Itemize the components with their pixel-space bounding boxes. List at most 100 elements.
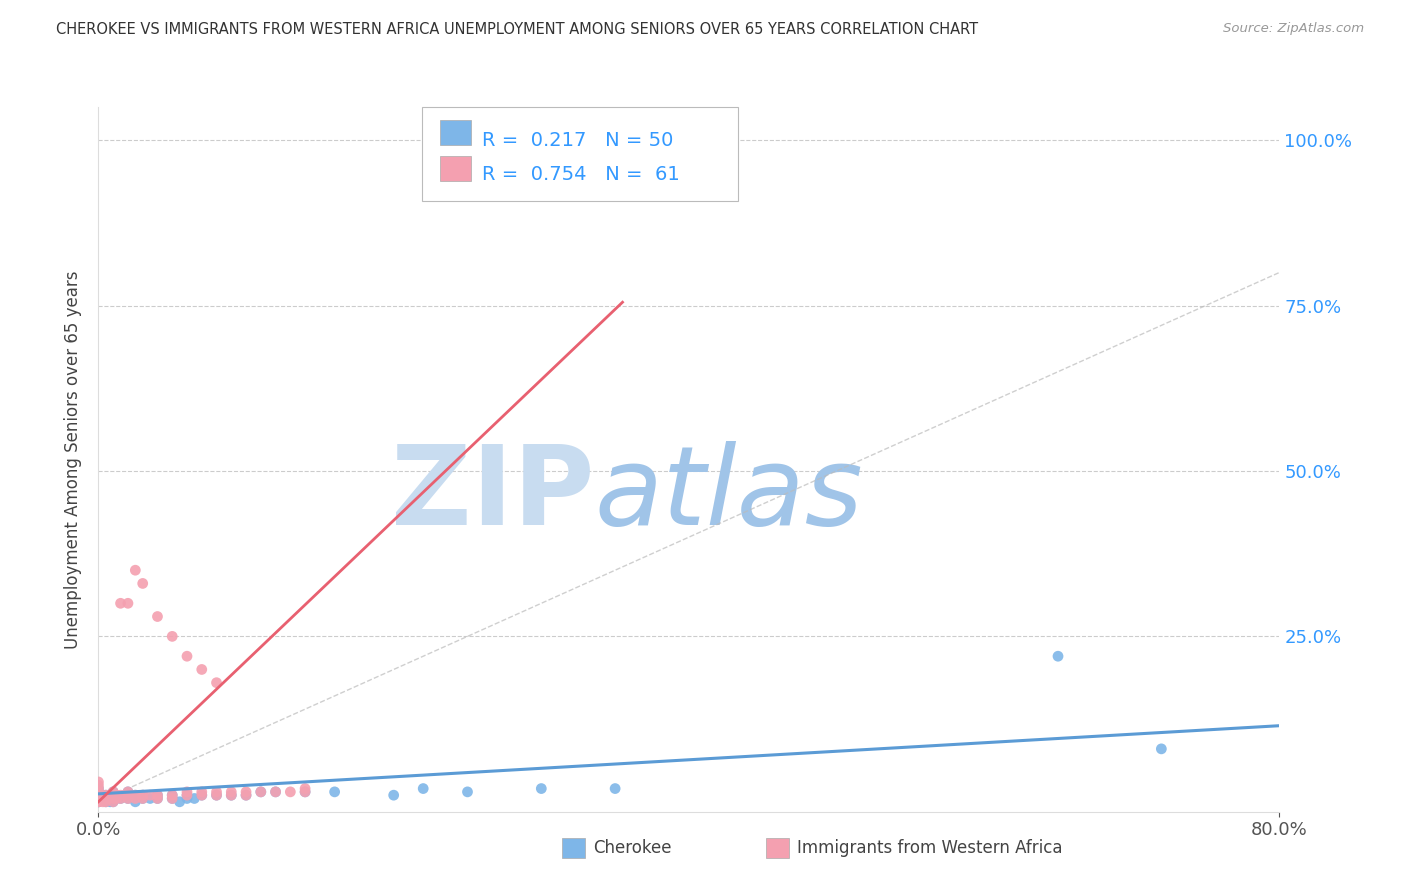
- Point: [105, 791, 128, 805]
- Point: [191, 785, 214, 799]
- Point: [87, 785, 110, 799]
- Text: CHEROKEE VS IMMIGRANTS FROM WESTERN AFRICA UNEMPLOYMENT AMONG SENIORS OVER 65 YE: CHEROKEE VS IMMIGRANTS FROM WESTERN AFRI…: [56, 22, 979, 37]
- Point: [110, 791, 132, 805]
- Point: [103, 791, 125, 805]
- Point: [103, 791, 125, 805]
- Point: [87, 795, 110, 809]
- Point: [323, 785, 346, 799]
- Point: [264, 785, 287, 799]
- Text: Source: ZipAtlas.com: Source: ZipAtlas.com: [1223, 22, 1364, 36]
- Point: [219, 788, 242, 802]
- Point: [169, 795, 191, 809]
- Point: [191, 788, 214, 802]
- Point: [162, 788, 183, 802]
- Text: R =  0.754   N =  61: R = 0.754 N = 61: [482, 165, 681, 184]
- Point: [103, 795, 125, 809]
- Point: [132, 576, 155, 591]
- Point: [219, 788, 242, 802]
- Point: [1046, 649, 1069, 664]
- Point: [235, 785, 257, 799]
- Point: [94, 795, 117, 809]
- Point: [87, 795, 110, 809]
- Point: [250, 785, 273, 799]
- Point: [176, 791, 198, 805]
- Point: [205, 788, 228, 802]
- Point: [117, 788, 139, 802]
- Point: [250, 785, 273, 799]
- Point: [87, 775, 110, 789]
- Point: [110, 791, 132, 805]
- Point: [176, 788, 198, 802]
- Point: [294, 785, 316, 799]
- Point: [94, 788, 117, 802]
- Point: [110, 596, 132, 610]
- Point: [205, 675, 228, 690]
- Point: [162, 629, 183, 643]
- Point: [456, 785, 478, 799]
- Point: [87, 781, 110, 796]
- Point: [87, 795, 110, 809]
- Text: Cherokee: Cherokee: [593, 839, 672, 857]
- Point: [146, 791, 169, 805]
- Point: [124, 791, 146, 805]
- Point: [105, 788, 128, 802]
- Point: [205, 788, 228, 802]
- Point: [97, 788, 120, 802]
- Point: [87, 788, 110, 802]
- Point: [98, 791, 121, 805]
- Point: [264, 785, 287, 799]
- Point: [91, 791, 114, 805]
- Point: [87, 791, 110, 805]
- Point: [294, 785, 316, 799]
- Point: [87, 785, 110, 799]
- Point: [91, 795, 114, 809]
- Point: [191, 663, 214, 677]
- Point: [124, 563, 146, 577]
- Point: [124, 788, 146, 802]
- Text: R =  0.217   N = 50: R = 0.217 N = 50: [482, 131, 673, 150]
- Point: [87, 788, 110, 802]
- Point: [183, 791, 205, 805]
- Point: [124, 795, 146, 809]
- Point: [94, 791, 117, 805]
- Point: [117, 785, 139, 799]
- Point: [176, 785, 198, 799]
- Point: [94, 795, 117, 809]
- Point: [87, 791, 110, 805]
- Point: [219, 785, 242, 799]
- Point: [205, 785, 228, 799]
- Point: [103, 795, 125, 809]
- Point: [146, 788, 169, 802]
- Point: [110, 788, 132, 802]
- Point: [278, 785, 302, 799]
- Point: [117, 788, 139, 802]
- Text: ZIP: ZIP: [391, 442, 595, 548]
- Point: [124, 788, 146, 802]
- Point: [87, 788, 110, 802]
- Text: Immigrants from Western Africa: Immigrants from Western Africa: [797, 839, 1063, 857]
- Point: [162, 788, 183, 802]
- Point: [294, 781, 316, 796]
- Point: [103, 785, 125, 799]
- Y-axis label: Unemployment Among Seniors over 65 years: Unemployment Among Seniors over 65 years: [65, 270, 83, 648]
- Point: [162, 791, 183, 805]
- Point: [94, 791, 117, 805]
- Point: [132, 788, 155, 802]
- Point: [117, 791, 139, 805]
- Point: [103, 788, 125, 802]
- Point: [97, 791, 120, 805]
- Point: [235, 788, 257, 802]
- Point: [191, 788, 214, 802]
- Point: [87, 795, 110, 809]
- Point: [162, 791, 183, 805]
- Point: [605, 781, 627, 796]
- Text: atlas: atlas: [595, 442, 863, 548]
- Point: [146, 791, 169, 805]
- Point: [117, 791, 139, 805]
- Point: [176, 649, 198, 664]
- Point: [1150, 742, 1173, 756]
- Point: [103, 785, 125, 799]
- Point: [139, 788, 162, 802]
- Point: [87, 791, 110, 805]
- Point: [94, 788, 117, 802]
